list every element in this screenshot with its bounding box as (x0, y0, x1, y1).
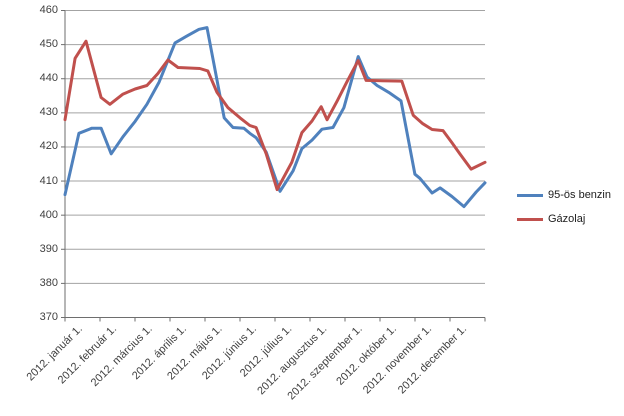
benzin-line-swatch (517, 193, 543, 197)
y-axis-label: 440 (39, 72, 58, 85)
y-axis-label: 450 (39, 38, 58, 51)
y-axis-label: 390 (39, 242, 58, 255)
y-axis-label: 430 (39, 106, 58, 119)
legend-item-benzin: 95-ös benzin (517, 188, 611, 202)
legend-label-benzin: 95-ös benzin (548, 189, 611, 201)
legend: 95-ös benzin Gázolaj (517, 188, 611, 236)
series-line-gazolaj (63, 39, 487, 192)
y-axis-label: 400 (39, 208, 58, 221)
y-axis-label: 380 (39, 276, 58, 289)
y-axis-label: 370 (39, 311, 58, 323)
gazolaj-line-swatch (517, 217, 543, 221)
y-axis-label: 410 (39, 174, 58, 187)
legend-item-gazolaj: Gázolaj (517, 212, 611, 226)
y-axis-label: 420 (39, 140, 58, 153)
series-line-benzin (63, 26, 487, 209)
y-axis-label: 460 (39, 4, 58, 16)
legend-label-gazolaj: Gázolaj (548, 213, 586, 225)
